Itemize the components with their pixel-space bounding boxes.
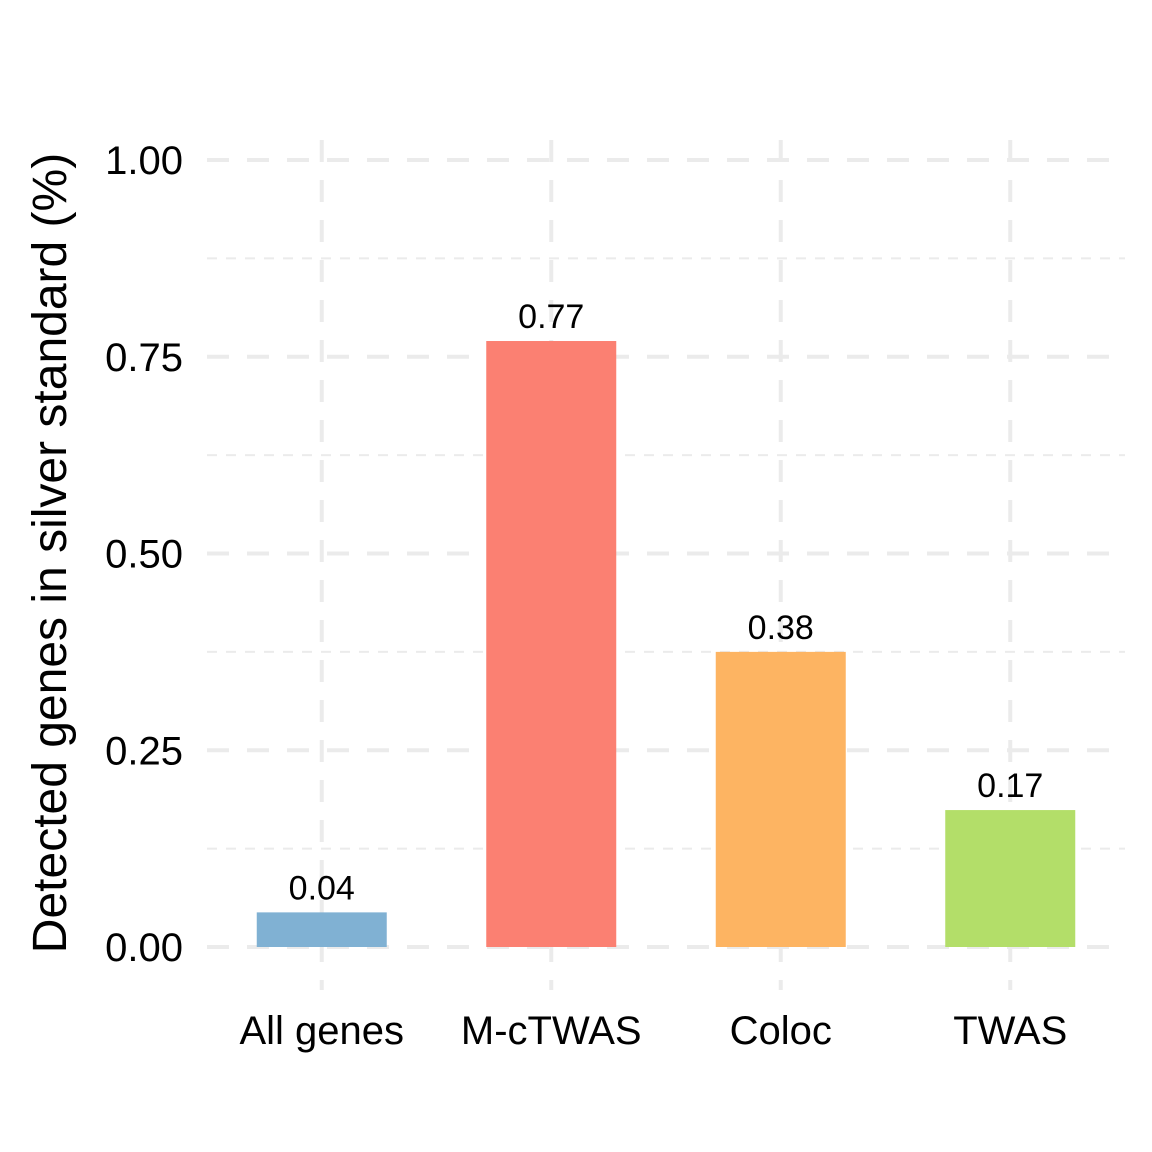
bar bbox=[945, 810, 1076, 947]
y-axis-title: Detected genes in silver standard (%) bbox=[24, 153, 77, 953]
bar-value-labels: 0.04 0.77 0.38 0.17 bbox=[289, 298, 1044, 907]
y-tick-label: 0.25 bbox=[105, 729, 183, 773]
y-tick-label: 0.75 bbox=[105, 336, 183, 380]
x-tick-label: Coloc bbox=[730, 1009, 832, 1053]
bars bbox=[256, 341, 1076, 947]
bar-value-label: 0.77 bbox=[518, 298, 584, 336]
y-tick-label: 1.00 bbox=[105, 139, 183, 183]
x-tick-label: TWAS bbox=[953, 1009, 1067, 1053]
bar-value-label: 0.04 bbox=[289, 869, 355, 907]
bar bbox=[256, 912, 387, 947]
bar-value-label: 0.17 bbox=[977, 767, 1043, 805]
y-tick-label: 0.00 bbox=[105, 926, 183, 970]
x-tick-label: M-cTWAS bbox=[461, 1009, 642, 1053]
bar bbox=[486, 341, 617, 947]
bar-value-label: 0.38 bbox=[748, 609, 814, 647]
y-tick-label: 0.50 bbox=[105, 533, 183, 577]
x-axis-tick-labels: All genes M-cTWAS Coloc TWAS bbox=[239, 1009, 1067, 1053]
y-axis-tick-labels: 0.00 0.25 0.50 0.75 1.00 bbox=[105, 139, 183, 970]
bar bbox=[715, 651, 846, 947]
x-tick-label: All genes bbox=[239, 1009, 404, 1053]
